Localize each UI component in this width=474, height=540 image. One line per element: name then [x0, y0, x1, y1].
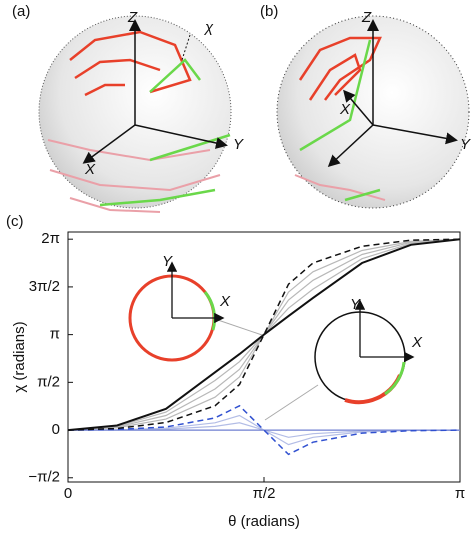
- axis-label: X: [411, 334, 423, 351]
- axis-label: Y: [460, 136, 471, 153]
- panel-label: (a): [12, 3, 30, 20]
- axis-label: Z: [127, 9, 138, 26]
- y-tick-label: π/2: [37, 373, 60, 390]
- axis-label: Y: [233, 136, 244, 153]
- x-tick-label: 0: [64, 485, 72, 502]
- x-tick-label: π/2: [253, 485, 276, 502]
- y-axis-label: χ (radians): [11, 321, 28, 392]
- axis-label: χ: [203, 19, 214, 36]
- inset-1: Y X: [128, 253, 263, 362]
- y-tick-label: 2π: [41, 230, 60, 247]
- x-tick-label: π: [455, 485, 465, 502]
- panel-label: (c): [6, 213, 24, 230]
- axis-label: X: [84, 161, 96, 178]
- panel-label: (b): [260, 3, 278, 20]
- axis-label: X: [339, 101, 351, 118]
- axis-label: X: [219, 293, 231, 310]
- y-tick-label: 0: [52, 421, 60, 438]
- series-line: [67, 238, 461, 432]
- sphere-a: (a) Z Y X χ: [12, 3, 244, 213]
- axis-label: Z: [361, 9, 372, 26]
- axis-label: Y: [350, 296, 361, 313]
- y-tick-label: π: [50, 326, 60, 343]
- y-tick-label: 3π/2: [29, 278, 60, 295]
- y-tick-label: −π/2: [28, 469, 60, 486]
- axis-label: Y: [162, 253, 173, 270]
- inset-2: Y X: [264, 296, 423, 421]
- x-axis-label: θ (radians): [228, 513, 300, 530]
- series-line: [67, 238, 461, 431]
- sphere-b: (b) Z Y X: [260, 3, 471, 209]
- series-line: [67, 404, 461, 456]
